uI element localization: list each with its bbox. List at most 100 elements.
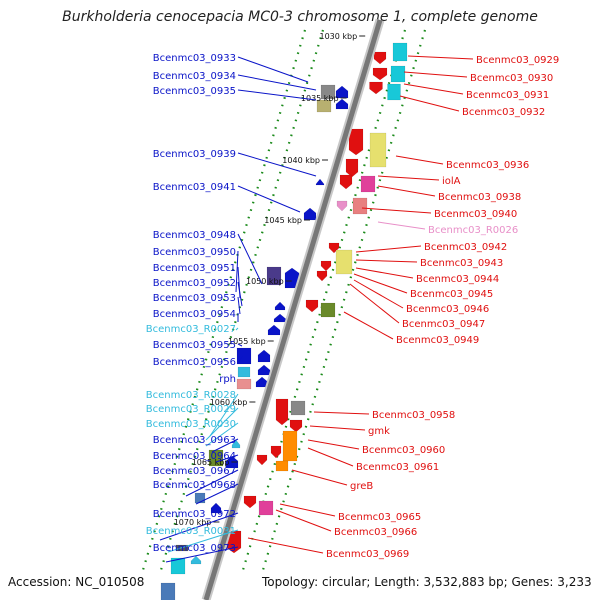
feature-label-left: Bcenmc03_0934	[153, 71, 236, 82]
connector-right	[353, 273, 408, 294]
connector-left	[211, 438, 239, 453]
left-feature-4	[335, 98, 349, 110]
connector-right	[247, 537, 324, 554]
feature-label-right: Bcenmc03_0943	[420, 258, 503, 269]
feature-label-right: Bcenmc03_0966	[334, 527, 417, 538]
left-feature-2	[335, 85, 349, 99]
left-feature-9	[274, 301, 286, 311]
feature-label-left: Bcenmc03_0972	[153, 509, 236, 520]
right-feature-10	[360, 175, 376, 193]
left-feature-6	[303, 207, 317, 221]
feature-label-left: Bcenmc03_0939	[153, 149, 236, 160]
connector-left	[237, 281, 243, 307]
left-feature-26	[160, 582, 176, 600]
left-feature-5	[315, 178, 325, 186]
right-feature-2	[392, 42, 408, 62]
feature-label-left: Bcenmc03_0963	[153, 435, 236, 446]
feature-label-right: Bcenmc03_0961	[356, 462, 439, 473]
right-feature-11	[339, 174, 353, 190]
connector-right	[355, 245, 422, 253]
left-feature-1	[320, 84, 336, 100]
backbone	[201, 18, 385, 600]
feature-label-left: Bcenmc03_R0029	[146, 404, 236, 415]
right-feature-24	[270, 445, 282, 459]
feature-label-right: iolA	[442, 176, 461, 187]
left-feature-19	[208, 449, 224, 467]
connector-left	[209, 393, 239, 437]
right-feature-8	[369, 132, 387, 168]
right-feature-19	[320, 302, 336, 318]
connector-right	[377, 175, 440, 181]
feature-label-left: rph	[219, 374, 236, 385]
feature-label-left: Bcenmc03_R0030	[146, 419, 236, 430]
right-feature-20	[275, 398, 289, 426]
left-feature-21	[194, 492, 206, 504]
left-feature-15	[257, 364, 271, 376]
feature-label-left: Bcenmc03_0955	[153, 340, 236, 351]
feature-label-right: Bcenmc03_0944	[416, 274, 499, 285]
connector-left	[235, 327, 239, 331]
connector-left	[205, 407, 239, 441]
topology-text: Topology: circular; Length: 3,532,883 bp…	[262, 575, 592, 589]
right-feature-15	[335, 249, 353, 275]
connector-left	[167, 529, 239, 553]
feature-label-left: Bcenmc03_0967	[153, 466, 236, 477]
connector-right	[407, 55, 474, 60]
left-feature-10	[273, 313, 287, 323]
right-feature-28	[258, 500, 274, 516]
tick-label: 1055 kbp	[228, 337, 266, 346]
feature-labels[interactable]: Bcenmc03_0933 Bcenmc03_0934 Bcenmc03_0935 B…	[146, 53, 559, 560]
dotted-track-4	[261, 29, 427, 571]
left-feature-22	[210, 502, 222, 514]
feature-label-left: Bcenmc03_0956	[153, 357, 236, 368]
connector-left	[165, 546, 239, 563]
left-feature-3	[316, 99, 332, 113]
connector-right	[361, 207, 432, 214]
feature-label-left: Bcenmc03_R0028	[146, 390, 236, 401]
feature-label-left: Bcenmc03_0968	[153, 480, 236, 491]
tick-label: 1030 kbp	[319, 32, 357, 41]
feature-label-right: Bcenmc03_0938	[438, 192, 521, 203]
connector-right	[377, 221, 426, 230]
right-feature-22	[289, 419, 303, 433]
right-feature-21	[290, 400, 306, 416]
right-feature-9	[345, 158, 359, 178]
left-feature-25	[190, 555, 202, 565]
connector-left	[235, 250, 239, 293]
feature-label-left: Bcenmc03_0933	[153, 53, 236, 64]
connector-left	[237, 233, 263, 285]
tick-label: 1045 kbp	[264, 216, 302, 225]
right-feature-3	[372, 67, 388, 81]
feature-label-left: Bcenmc03_0948	[153, 230, 236, 241]
feature-label-right: Bcenmc03_0942	[424, 242, 507, 253]
feature-label-right: gmk	[368, 426, 390, 437]
connector-left	[237, 56, 309, 83]
feature-label-right: Bcenmc03_0940	[434, 209, 517, 220]
right-feature-6	[387, 83, 401, 101]
connector-right	[307, 439, 360, 450]
tick-label: 1040 kbp	[282, 156, 320, 165]
feature-label-left: Bcenmc03_0941	[153, 182, 236, 193]
right-feature-7	[348, 128, 364, 156]
connector-right	[307, 447, 354, 467]
right-feature-4	[390, 65, 406, 83]
right-feature-1	[373, 51, 387, 65]
connector-right	[355, 259, 418, 263]
feature-label-left: Bcenmc03_0952	[153, 278, 236, 289]
connector-right	[355, 267, 414, 279]
connector-left	[237, 355, 245, 362]
left-feature-14	[257, 349, 271, 363]
feature-label-right: Bcenmc03_0945	[410, 289, 493, 300]
connector-right	[291, 469, 348, 486]
right-feature-17	[316, 270, 328, 282]
label-connectors	[159, 55, 474, 563]
feature-label-right: Bcenmc03_0931	[466, 90, 549, 101]
feature-label-left: Bcenmc03_R0027	[146, 324, 236, 335]
right-feature-18	[305, 299, 319, 313]
dotted-track-2	[159, 29, 325, 571]
left-feature-16	[236, 378, 252, 390]
connector-right	[275, 509, 332, 532]
right-feature-23	[282, 430, 298, 462]
left-feature-7	[266, 266, 282, 286]
